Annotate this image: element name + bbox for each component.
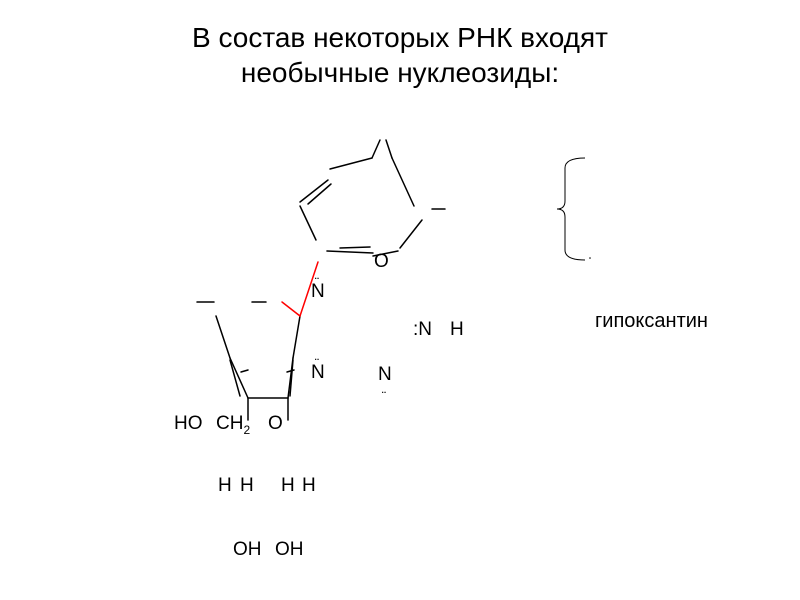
atom-H1: H: [218, 476, 232, 495]
atom-OH2: OH: [275, 540, 304, 559]
atom-HO: HO: [174, 414, 203, 433]
atom-CH2: CH2: [216, 414, 250, 436]
atom-H-right: H: [450, 320, 464, 339]
molecule-diagram: O N :N H N N HO CH2 O H H H H OH OH .. .…: [0, 120, 800, 600]
title-line-1: В состав некоторых РНК входят: [192, 22, 608, 53]
lonepair-N-bl: ..: [314, 349, 319, 363]
atom-H3: H: [281, 476, 295, 495]
lonepair-N-br: ..: [381, 382, 386, 396]
title-line-2: необычные нуклеозиды:: [241, 57, 559, 88]
atom-N-topleft: N: [311, 282, 325, 301]
compound-label: гипоксантин: [595, 310, 708, 333]
atom-O-sugar: O: [268, 414, 283, 433]
atom-H4: H: [302, 476, 316, 495]
atom-N-botleft: N: [311, 363, 325, 382]
atom-OH1: OH: [233, 540, 262, 559]
lonepair-N-tl: ..: [314, 268, 319, 282]
bond-lines: [0, 120, 800, 600]
atom-N-right: :N: [413, 320, 432, 339]
atom-O-top: O: [374, 252, 389, 271]
slide-title: В состав некоторых РНК входят необычные …: [0, 20, 800, 90]
atom-H2: H: [240, 476, 254, 495]
